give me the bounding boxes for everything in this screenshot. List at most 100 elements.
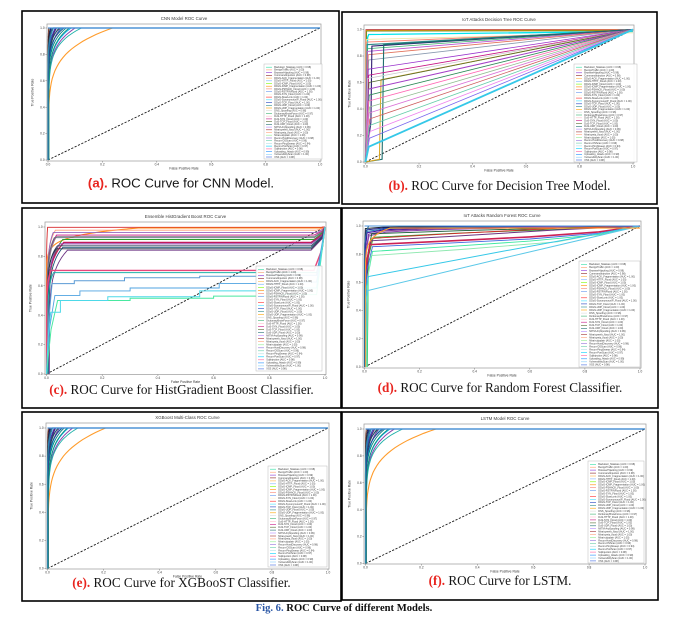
svg-text:DDoS-PSHACK_Flood (AUC = 1.00): DDoS-PSHACK_Flood (AUC = 1.00) bbox=[598, 487, 639, 490]
svg-text:DDoS-RSTFINFlood (AUC = 1.00): DDoS-RSTFINFlood (AUC = 1.00) bbox=[274, 91, 312, 94]
svg-text:Recon-OSScan (AUC = 0.96): Recon-OSScan (AUC = 0.96) bbox=[584, 142, 617, 145]
svg-text:0.0: 0.0 bbox=[363, 566, 368, 570]
svg-text:0.2: 0.2 bbox=[419, 566, 424, 570]
svg-text:True Positive Rate: True Positive Rate bbox=[31, 79, 35, 107]
svg-text:VulnerabilityScan (AUC = 1.00): VulnerabilityScan (AUC = 1.00) bbox=[584, 156, 619, 159]
svg-text:False Positive Rate: False Positive Rate bbox=[171, 380, 200, 384]
svg-text:DDoS-ICMP_Flood (AUC = 1.00): DDoS-ICMP_Flood (AUC = 1.00) bbox=[589, 282, 626, 285]
svg-text:Recon-PortScan (AUC = 0.97): Recon-PortScan (AUC = 0.97) bbox=[274, 145, 308, 148]
svg-text:DDoS-UDP_Flood (AUC = 1.00): DDoS-UDP_Flood (AUC = 1.00) bbox=[266, 310, 302, 313]
svg-text:Mirai-udpplain (AUC = 1.00): Mirai-udpplain (AUC = 1.00) bbox=[274, 134, 305, 137]
svg-text:Recon-PortScan (AUC = 0.97): Recon-PortScan (AUC = 0.97) bbox=[589, 352, 623, 355]
svg-text:DoS-SYN_Flood (AUC = 1.00): DoS-SYN_Flood (AUC = 1.00) bbox=[598, 519, 632, 522]
svg-text:0.8: 0.8 bbox=[583, 370, 588, 374]
svg-text:DDoS-ICMP_Fragmentation (AUC =: DDoS-ICMP_Fragmentation (AUC = 1.00) bbox=[598, 484, 645, 487]
svg-text:(e). ROC Curve for XGBooST Cla: (e). ROC Curve for XGBooST Classifier. bbox=[72, 575, 290, 590]
svg-text:Backdoor_Malware (AUC = 0.98): Backdoor_Malware (AUC = 0.98) bbox=[598, 463, 635, 466]
svg-text:1.0: 1.0 bbox=[40, 26, 45, 30]
svg-text:0.0: 0.0 bbox=[363, 165, 368, 169]
svg-text:DDoS-SlowLoris (AUC = 1.00): DDoS-SlowLoris (AUC = 1.00) bbox=[584, 97, 618, 100]
svg-text:0.0: 0.0 bbox=[357, 160, 362, 164]
svg-text:False Positive Rate: False Positive Rate bbox=[490, 570, 519, 574]
svg-text:DDoS-PSHACK_Flood (AUC = 1.00): DDoS-PSHACK_Flood (AUC = 1.00) bbox=[266, 292, 307, 295]
svg-text:DDoS-HTTP_Flood (AUC = 1.00): DDoS-HTTP_Flood (AUC = 1.00) bbox=[278, 483, 315, 486]
svg-text:XGBoost Multi-Class ROC Curve: XGBoost Multi-Class ROC Curve bbox=[155, 415, 220, 420]
svg-text:DDoS-PSHACK_Flood (AUC = 1.00): DDoS-PSHACK_Flood (AUC = 1.00) bbox=[584, 89, 625, 92]
svg-text:DoS-UDP_Flood (AUC = 1.00): DoS-UDP_Flood (AUC = 1.00) bbox=[589, 327, 623, 330]
svg-text:1.0: 1.0 bbox=[643, 566, 648, 570]
svg-text:DDoS-TCP_Flood (AUC = 1.00): DDoS-TCP_Flood (AUC = 1.00) bbox=[584, 103, 620, 106]
svg-text:DictionaryBruteForce (AUC = 0.: DictionaryBruteForce (AUC = 0.97) bbox=[589, 315, 628, 318]
svg-text:XSS (AUC = 0.98): XSS (AUC = 0.98) bbox=[274, 156, 295, 159]
svg-text:DoS-UDP_Flood (AUC = 1.00): DoS-UDP_Flood (AUC = 1.00) bbox=[274, 123, 308, 126]
svg-text:Uploading_Attack (AUC = 0.99): Uploading_Attack (AUC = 0.99) bbox=[584, 153, 619, 156]
svg-text:DoS-HTTP_Flood (AUC = 1.00): DoS-HTTP_Flood (AUC = 1.00) bbox=[584, 117, 619, 120]
svg-text:0.6: 0.6 bbox=[211, 376, 216, 380]
svg-text:0.2: 0.2 bbox=[38, 343, 43, 347]
svg-text:0.0: 0.0 bbox=[39, 567, 44, 571]
svg-text:BrowserHijacking (AUC = 0.99): BrowserHijacking (AUC = 0.99) bbox=[274, 72, 309, 75]
svg-text:1.0: 1.0 bbox=[318, 163, 323, 167]
svg-text:Mirai-udpplain (AUC = 1.00): Mirai-udpplain (AUC = 1.00) bbox=[584, 136, 615, 139]
svg-text:True Positive Rate: True Positive Rate bbox=[347, 281, 351, 309]
svg-text:Uploading_Attack (AUC = 0.99): Uploading_Attack (AUC = 0.99) bbox=[278, 558, 313, 561]
svg-text:Backdoor_Malware (AUC = 0.98): Backdoor_Malware (AUC = 0.98) bbox=[274, 66, 311, 69]
svg-text:DDoS-HTTP_Flood (AUC = 1.00): DDoS-HTTP_Flood (AUC = 1.00) bbox=[584, 80, 621, 83]
svg-text:DDoS-RSTFINFlood (AUC = 1.00): DDoS-RSTFINFlood (AUC = 1.00) bbox=[584, 91, 622, 94]
svg-text:Backdoor_Malware (AUC = 0.98): Backdoor_Malware (AUC = 0.98) bbox=[589, 263, 626, 266]
svg-text:Mirai-udpplain (AUC = 1.00): Mirai-udpplain (AUC = 1.00) bbox=[266, 344, 297, 347]
svg-text:DDoS-ICMP_Flood (AUC = 1.00): DDoS-ICMP_Flood (AUC = 1.00) bbox=[278, 486, 315, 489]
svg-text:0.8: 0.8 bbox=[357, 454, 362, 458]
svg-text:CommandInjection (AUC = 0.98): CommandInjection (AUC = 0.98) bbox=[598, 472, 634, 475]
svg-text:MITM-ArpSpoofing (AUC = 0.99): MITM-ArpSpoofing (AUC = 0.99) bbox=[584, 128, 620, 131]
svg-text:Recon-HostDiscovery (AUC = 0.9: Recon-HostDiscovery (AUC = 0.98) bbox=[598, 539, 638, 542]
svg-text:Recon-OSScan (AUC = 0.96): Recon-OSScan (AUC = 0.96) bbox=[266, 350, 299, 353]
svg-text:DDoS-RSTFINFlood (AUC = 1.00): DDoS-RSTFINFlood (AUC = 1.00) bbox=[278, 494, 316, 497]
svg-text:SqlInjection (AUC = 0.98): SqlInjection (AUC = 0.98) bbox=[584, 150, 612, 153]
svg-text:DDoS-SlowLoris (AUC = 1.00): DDoS-SlowLoris (AUC = 1.00) bbox=[274, 96, 308, 99]
svg-text:DoS-SYN_Flood (AUC = 1.00): DoS-SYN_Flood (AUC = 1.00) bbox=[278, 523, 312, 526]
svg-text:DictionaryBruteForce (AUC = 0.: DictionaryBruteForce (AUC = 0.97) bbox=[278, 517, 317, 520]
svg-text:0.8: 0.8 bbox=[270, 571, 275, 575]
svg-text:VulnerabilityScan (AUC = 1.00): VulnerabilityScan (AUC = 1.00) bbox=[598, 557, 633, 560]
svg-text:DDoS-TCP_Flood (AUC = 1.00): DDoS-TCP_Flood (AUC = 1.00) bbox=[598, 501, 634, 504]
svg-text:0.4: 0.4 bbox=[155, 163, 160, 167]
svg-text:0.2: 0.2 bbox=[417, 370, 422, 374]
svg-text:DDoS-UDP_Flood (AUC = 1.00): DDoS-UDP_Flood (AUC = 1.00) bbox=[278, 509, 314, 512]
svg-text:BenignTraffic (AUC = 1.00): BenignTraffic (AUC = 1.00) bbox=[274, 69, 304, 72]
svg-text:BrowserHijacking (AUC = 0.99): BrowserHijacking (AUC = 0.99) bbox=[598, 469, 633, 472]
svg-text:DDoS-UDP_Fragmentation (AUC =: DDoS-UDP_Fragmentation (AUC = 1.00) bbox=[598, 507, 644, 510]
svg-text:CommandInjection (AUC = 0.98): CommandInjection (AUC = 0.98) bbox=[278, 477, 314, 480]
svg-text:Recon-HostDiscovery (AUC = 0.9: Recon-HostDiscovery (AUC = 0.98) bbox=[278, 544, 318, 547]
svg-text:0.6: 0.6 bbox=[528, 370, 533, 374]
svg-text:Recon-OSScan (AUC = 0.96): Recon-OSScan (AUC = 0.96) bbox=[278, 546, 311, 549]
svg-text:DDoS-ICMP_Flood (AUC = 1.00): DDoS-ICMP_Flood (AUC = 1.00) bbox=[598, 481, 635, 484]
svg-text:Uploading_Attack (AUC = 0.99): Uploading_Attack (AUC = 0.99) bbox=[589, 358, 624, 361]
svg-text:Recon-PingSweep (AUC = 0.94): Recon-PingSweep (AUC = 0.94) bbox=[274, 142, 310, 145]
svg-text:SqlInjection (AUC = 0.98): SqlInjection (AUC = 0.98) bbox=[274, 148, 302, 151]
svg-text:XSS (AUC = 0.98): XSS (AUC = 0.98) bbox=[589, 364, 610, 367]
svg-text:CNN Model ROC Curve: CNN Model ROC Curve bbox=[161, 16, 208, 21]
svg-text:DDoS-SlowLoris (AUC = 1.00): DDoS-SlowLoris (AUC = 1.00) bbox=[589, 297, 623, 300]
svg-text:MITM-ArpSpoofing (AUC = 0.99): MITM-ArpSpoofing (AUC = 0.99) bbox=[278, 532, 314, 535]
svg-text:DoS-SYN_Flood (AUC = 1.00): DoS-SYN_Flood (AUC = 1.00) bbox=[274, 118, 308, 121]
svg-text:VulnerabilityScan (AUC = 1.00): VulnerabilityScan (AUC = 1.00) bbox=[589, 361, 624, 364]
svg-text:0.6: 0.6 bbox=[209, 163, 214, 167]
svg-text:MITM-ArpSpoofing (AUC = 0.99): MITM-ArpSpoofing (AUC = 0.99) bbox=[274, 126, 310, 129]
svg-text:0.6: 0.6 bbox=[531, 566, 536, 570]
svg-text:0.2: 0.2 bbox=[357, 134, 362, 138]
svg-text:IoT Attacks Random Forest ROC: IoT Attacks Random Forest ROC Curve bbox=[463, 213, 541, 218]
svg-text:VulnerabilityScan (AUC = 1.00): VulnerabilityScan (AUC = 1.00) bbox=[266, 365, 301, 368]
svg-text:XSS (AUC = 0.98): XSS (AUC = 0.98) bbox=[278, 564, 299, 567]
svg-text:DoS-UDP_Flood (AUC = 1.00): DoS-UDP_Flood (AUC = 1.00) bbox=[278, 529, 312, 532]
svg-text:DoS-UDP_Flood (AUC = 1.00): DoS-UDP_Flood (AUC = 1.00) bbox=[598, 525, 632, 528]
svg-text:1.0: 1.0 bbox=[357, 28, 362, 32]
svg-text:DDoS-ACK_Fragmentation (AUC =: DDoS-ACK_Fragmentation (AUC = 1.00) bbox=[598, 475, 644, 478]
svg-text:0.4: 0.4 bbox=[357, 508, 362, 512]
svg-text:DDoS-ACK_Fragmentation (AUC =: DDoS-ACK_Fragmentation (AUC = 1.00) bbox=[278, 480, 324, 483]
svg-text:DDoS-SYN_Flood (AUC = 1.00): DDoS-SYN_Flood (AUC = 1.00) bbox=[266, 298, 302, 301]
svg-text:DDoS-HTTP_Flood (AUC = 1.00): DDoS-HTTP_Flood (AUC = 1.00) bbox=[598, 478, 635, 481]
svg-text:SqlInjection (AUC = 0.98): SqlInjection (AUC = 0.98) bbox=[278, 555, 306, 558]
svg-text:0.0: 0.0 bbox=[356, 365, 361, 369]
svg-text:False Positive Rate: False Positive Rate bbox=[487, 374, 516, 378]
